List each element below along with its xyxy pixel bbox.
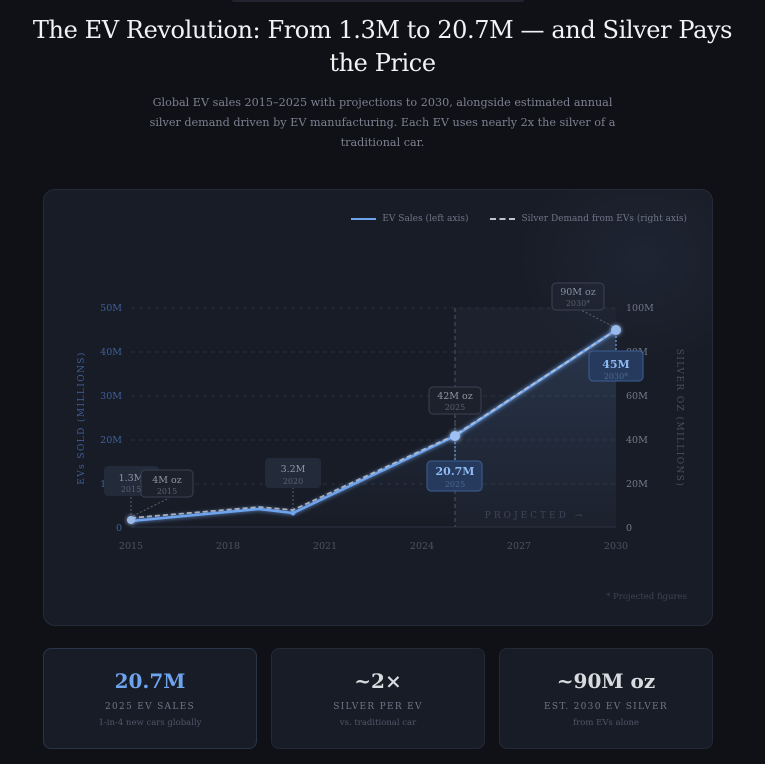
stat-value: 20.7M <box>114 669 186 693</box>
annotation-silver-2025: 42M oz 2025 <box>428 386 482 415</box>
stat-note: from EVs alone <box>573 718 639 728</box>
stat-label: EST. 2030 EV SILVER <box>543 702 668 712</box>
silver-demand-line[interactable] <box>130 329 617 519</box>
svg-text:20M: 20M <box>626 479 648 490</box>
data-point-2030[interactable] <box>611 325 621 335</box>
svg-text:1.3M: 1.3M <box>119 473 144 484</box>
svg-text:2020: 2020 <box>283 477 303 486</box>
ev-area <box>131 330 616 527</box>
stat-note: 1-in-4 new cars globally <box>98 718 202 728</box>
svg-text:50M: 50M <box>100 303 122 314</box>
right-axis-ticks: 100M 80M 60M 40M 20M 0 <box>626 303 654 534</box>
annotation-ev-2025: 20.7M 2025 <box>426 460 483 492</box>
svg-text:2027: 2027 <box>507 541 531 552</box>
legend-item-ev-sales[interactable]: EV Sales (left axis) <box>351 214 468 224</box>
svg-text:2030: 2030 <box>604 541 628 552</box>
stat-value: ~90M oz <box>556 669 656 693</box>
annotation-leaders <box>130 308 617 519</box>
svg-text:40M: 40M <box>626 435 648 446</box>
svg-text:90M oz: 90M oz <box>560 287 596 298</box>
annotation-ev-2020: 3.2M 2020 <box>265 458 321 488</box>
page-title: The EV Revolution: From 1.3M to 20.7M — … <box>32 16 733 77</box>
svg-text:2018: 2018 <box>216 541 240 552</box>
data-point-2020[interactable] <box>290 510 296 516</box>
svg-text:40M: 40M <box>100 347 122 358</box>
left-axis-title: EVs SOLD (MILLIONS) <box>76 351 87 484</box>
x-axis-ticks: 2015 2018 2021 2024 2027 2030 <box>119 541 628 552</box>
stat-label: 2025 EV SALES <box>105 702 195 712</box>
stat-note: vs. traditional car <box>339 718 417 728</box>
svg-text:20M: 20M <box>100 435 122 446</box>
stat-label: SILVER PER EV <box>333 702 423 712</box>
svg-text:4M oz: 4M oz <box>152 475 182 486</box>
chart-card: EV Sales (left axis) Silver Demand from … <box>43 189 713 626</box>
svg-text:2024: 2024 <box>410 541 434 552</box>
svg-text:45M: 45M <box>602 358 629 371</box>
legend-item-silver[interactable]: Silver Demand from EVs (right axis) <box>490 214 687 224</box>
top-bar <box>232 0 524 2</box>
stat-card-2030-silver: ~90M oz EST. 2030 EV SILVER from EVs alo… <box>499 648 713 749</box>
svg-text:42M oz: 42M oz <box>437 391 473 402</box>
right-axis-title: SILVER OZ (MILLIONS) <box>674 349 685 488</box>
svg-text:100M: 100M <box>626 303 654 314</box>
svg-text:2030*: 2030* <box>566 299 590 308</box>
svg-text:2021: 2021 <box>313 541 337 552</box>
dashed-line-swatch-icon <box>490 218 516 220</box>
svg-text:2030*: 2030* <box>604 372 628 381</box>
chart-legend: EV Sales (left axis) Silver Demand from … <box>351 214 687 224</box>
line-chart: 50M 40M 30M 20M 10M 0 100M 80M 60M 40M 2… <box>76 282 687 602</box>
svg-text:2015: 2015 <box>157 487 177 496</box>
left-axis-ticks: 50M 40M 30M 20M 10M 0 <box>100 303 122 534</box>
svg-text:60M: 60M <box>626 391 648 402</box>
svg-text:0: 0 <box>116 523 122 534</box>
data-point-2015[interactable] <box>127 516 135 524</box>
projected-label: PROJECTED → <box>485 511 585 521</box>
svg-text:2025: 2025 <box>445 403 465 412</box>
footnote: * Projected figures <box>606 592 687 602</box>
page-subtitle: Global EV sales 2015–2025 with projectio… <box>149 96 616 149</box>
annotation-ev-2030: 45M 2030* <box>588 350 644 382</box>
annotation-silver-2015: 4M oz 2015 <box>140 469 194 498</box>
annotation-silver-2030: 90M oz 2030* <box>551 282 605 311</box>
legend-label-silver: Silver Demand from EVs (right axis) <box>521 214 687 224</box>
stat-card-ev-sales: 20.7M 2025 EV SALES 1-in-4 new cars glob… <box>43 648 257 749</box>
stat-value: ~2× <box>354 669 402 693</box>
svg-text:3.2M: 3.2M <box>281 464 306 475</box>
svg-text:20.7M: 20.7M <box>436 465 475 478</box>
svg-text:2015: 2015 <box>121 485 141 494</box>
svg-text:30M: 30M <box>100 391 122 402</box>
svg-text:2015: 2015 <box>119 541 143 552</box>
legend-label-ev-sales: EV Sales (left axis) <box>382 214 469 224</box>
stat-card-silver-per-ev: ~2× SILVER PER EV vs. traditional car <box>271 648 485 749</box>
svg-text:0: 0 <box>626 523 632 534</box>
data-point-2025[interactable] <box>450 431 460 441</box>
solid-line-swatch-icon <box>351 218 377 220</box>
svg-text:2025: 2025 <box>445 480 465 489</box>
